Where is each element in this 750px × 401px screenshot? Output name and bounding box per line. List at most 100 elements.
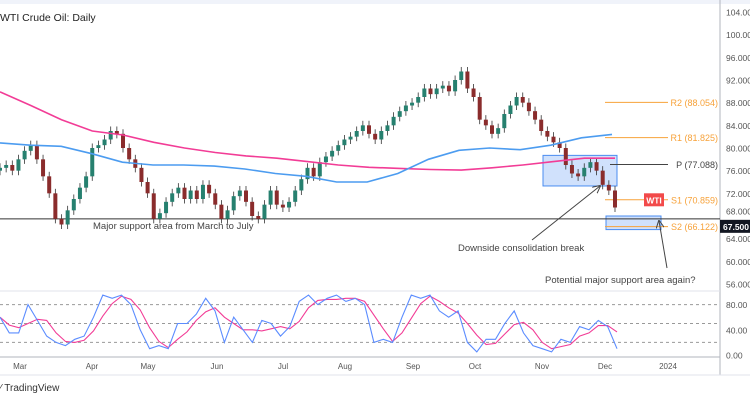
candle — [367, 120, 371, 139]
candle — [379, 126, 384, 145]
candle-body — [354, 131, 359, 137]
candle — [385, 120, 390, 136]
candle — [157, 208, 162, 224]
candle — [490, 120, 494, 139]
candle-body — [121, 133, 125, 148]
candle — [41, 154, 46, 181]
time-tick-label: Jun — [211, 362, 224, 371]
pivot-label: R2 (88.054) — [670, 98, 718, 108]
candle-body — [102, 139, 107, 146]
candle-body — [563, 148, 568, 165]
arrow-consolidation-break — [531, 186, 600, 241]
candle — [539, 115, 544, 136]
candle-body — [465, 71, 470, 89]
candle-body — [483, 119, 488, 126]
candle-body — [373, 133, 378, 140]
candle-body — [0, 167, 2, 171]
candle — [533, 106, 538, 125]
candle-body — [299, 179, 304, 191]
price-tick-label: 68.000 — [726, 207, 750, 217]
candle-body — [280, 204, 285, 208]
candle-body — [139, 167, 144, 182]
candle — [545, 126, 550, 142]
candle-body — [569, 165, 574, 174]
candle-body — [428, 88, 433, 95]
price-tick-label: 88.000 — [726, 98, 750, 108]
candle — [182, 183, 187, 204]
candle-body — [194, 190, 199, 199]
candle — [520, 92, 525, 108]
candle — [569, 160, 574, 179]
candle — [244, 185, 248, 207]
current-price-label: 67.500 — [723, 222, 749, 232]
candle — [526, 98, 531, 116]
branding-text: TradingView — [4, 383, 60, 394]
candle — [102, 134, 107, 150]
candle-body — [231, 196, 236, 211]
candle-body — [145, 182, 150, 194]
candle-body — [28, 145, 33, 151]
price-tick-label: 56.000 — [726, 280, 750, 290]
candle-body — [59, 218, 64, 225]
candle-body — [188, 190, 193, 199]
candle-body — [360, 125, 365, 131]
candle-body — [22, 150, 27, 160]
candle-body — [225, 210, 230, 219]
candle-body — [262, 204, 267, 219]
price-tick-label: 100.000 — [726, 30, 750, 40]
time-tick-label: Oct — [469, 362, 482, 371]
candle — [231, 191, 236, 215]
time-tick-label: Sep — [406, 362, 421, 371]
symbol-badge-text: WTI — [646, 195, 662, 205]
candle — [465, 66, 470, 94]
pivot-label: P (77.088) — [676, 160, 718, 170]
candle — [299, 174, 304, 196]
candle-body — [453, 80, 458, 92]
candle-body — [588, 162, 593, 168]
moving-average-short-line — [0, 133, 613, 183]
candle — [34, 140, 39, 164]
candle-body — [77, 187, 82, 199]
candle — [496, 123, 501, 139]
candle-body — [96, 145, 101, 148]
candle-body — [71, 199, 76, 211]
candle — [65, 205, 70, 230]
candle-body — [244, 190, 248, 202]
chart-title: WTI Crude Oil: Daily — [0, 12, 96, 24]
candle — [403, 100, 408, 116]
current-price-badge — [720, 219, 750, 233]
candle — [508, 100, 513, 119]
candle — [213, 188, 218, 210]
candle-body — [90, 148, 95, 177]
candle — [0, 163, 2, 176]
candle — [588, 157, 593, 173]
candle-body — [606, 184, 611, 191]
candle — [16, 154, 21, 176]
candle-body — [496, 128, 501, 134]
candle-body — [490, 125, 494, 134]
symbol-badge — [644, 193, 664, 207]
candle — [262, 200, 267, 224]
price-tick-label: 96.000 — [726, 53, 750, 63]
candle — [170, 188, 175, 207]
candle-body — [336, 145, 341, 151]
candle — [96, 140, 101, 153]
candle-body — [237, 190, 242, 197]
candle — [594, 157, 599, 176]
candle — [477, 92, 482, 125]
candle-body — [502, 114, 507, 129]
candle — [90, 143, 95, 181]
candle — [84, 171, 89, 193]
candle-body — [268, 190, 273, 205]
candle-body — [10, 165, 15, 171]
candle — [77, 183, 82, 204]
candle-body — [293, 190, 298, 202]
time-tick-label: Dec — [598, 362, 612, 371]
candle — [200, 180, 205, 204]
candle — [145, 177, 150, 198]
candle — [416, 92, 421, 108]
candle-body — [16, 159, 21, 171]
candle — [225, 205, 230, 224]
candle — [274, 185, 279, 210]
